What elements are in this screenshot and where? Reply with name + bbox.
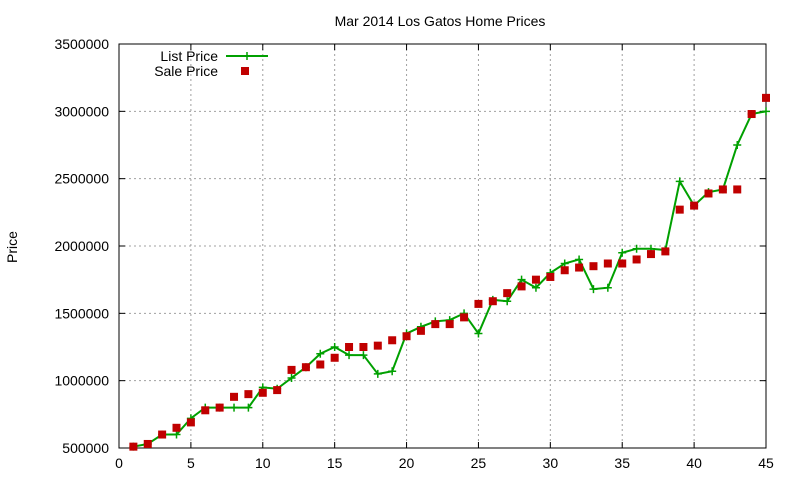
series-layer bbox=[129, 93, 770, 451]
list-price-point bbox=[675, 177, 684, 186]
sale-price-point bbox=[646, 250, 655, 259]
y-tick-label: 1500000 bbox=[54, 305, 109, 321]
chart-title: Mar 2014 Los Gatos Home Prices bbox=[335, 13, 546, 29]
sale-price-point bbox=[589, 262, 598, 271]
sale-price-point bbox=[517, 282, 526, 291]
x-tick-label: 40 bbox=[686, 455, 702, 471]
x-tick-label: 15 bbox=[327, 455, 343, 471]
list-price-point bbox=[359, 351, 368, 360]
sale-price-point bbox=[345, 343, 354, 351]
list-price-point bbox=[373, 369, 382, 378]
sale-price-point bbox=[402, 332, 411, 341]
list-price-point bbox=[603, 283, 612, 292]
sale-price-point bbox=[474, 299, 483, 308]
list-price-point bbox=[517, 275, 526, 284]
sale-price-point bbox=[460, 313, 469, 322]
sale-price-point bbox=[230, 392, 239, 401]
list-price-point bbox=[316, 349, 325, 358]
list-price-point bbox=[244, 403, 253, 412]
sale-price-point bbox=[416, 326, 425, 335]
sale-price-point bbox=[632, 255, 641, 264]
legend-label-sale-price: Sale Price bbox=[154, 63, 218, 79]
list-price-point bbox=[560, 259, 569, 268]
sale-price-point bbox=[431, 320, 440, 329]
grid-lines bbox=[119, 44, 766, 448]
list-price-point bbox=[762, 107, 770, 116]
sale-price-point bbox=[129, 442, 138, 451]
list-price-point bbox=[330, 343, 339, 351]
y-tick-label: 2000000 bbox=[54, 238, 109, 254]
sale-price-point bbox=[158, 430, 167, 439]
list-price-point bbox=[474, 329, 483, 338]
y-tick-label: 500000 bbox=[62, 440, 109, 456]
sale-price-point bbox=[445, 320, 454, 329]
sale-price-point bbox=[215, 403, 224, 412]
x-tick-label: 20 bbox=[399, 455, 415, 471]
sale-price-point bbox=[316, 360, 325, 369]
list-price-point bbox=[172, 430, 181, 439]
x-tick-label: 0 bbox=[115, 455, 123, 471]
list-price-point bbox=[230, 403, 239, 412]
x-tick-label: 5 bbox=[187, 455, 195, 471]
sale-price-point bbox=[762, 93, 770, 102]
y-tick-label: 3500000 bbox=[54, 36, 109, 52]
axis-ticks: 0 5 10 15 20 25 30 35 40 45 500000 1000000 1500000 20… bbox=[54, 36, 774, 471]
list-price-point bbox=[531, 283, 540, 292]
sale-price-point bbox=[704, 189, 713, 198]
legend-marker-list-price bbox=[243, 52, 251, 60]
sale-price-point bbox=[373, 341, 382, 350]
sale-price-point bbox=[575, 263, 584, 272]
sale-price-point bbox=[675, 205, 684, 214]
list-price-point bbox=[632, 244, 641, 253]
sale-price-point bbox=[603, 259, 612, 268]
sale-price-point bbox=[273, 386, 282, 395]
sale-price-point bbox=[531, 275, 540, 284]
y-axis-label: Price bbox=[4, 231, 20, 263]
list-price-point bbox=[503, 297, 512, 306]
sale-price-point bbox=[172, 423, 181, 432]
sale-price-point bbox=[143, 439, 152, 448]
list-price-point bbox=[388, 367, 397, 376]
sale-price-point bbox=[503, 289, 512, 298]
list-price-point bbox=[618, 248, 627, 257]
sale-price-point bbox=[618, 259, 627, 268]
x-tick-label: 35 bbox=[614, 455, 630, 471]
x-tick-label: 10 bbox=[255, 455, 271, 471]
sale-price-point bbox=[287, 365, 296, 374]
sale-price-point bbox=[661, 247, 670, 256]
sale-price-point bbox=[201, 406, 210, 415]
x-tick-label: 25 bbox=[471, 455, 487, 471]
x-tick-label: 45 bbox=[758, 455, 774, 471]
sale-price-point bbox=[359, 343, 368, 351]
list-price-point bbox=[733, 141, 742, 149]
legend: List Price Sale Price bbox=[154, 48, 268, 79]
sale-price-point bbox=[244, 390, 253, 399]
list-price-point bbox=[287, 373, 296, 382]
x-tick-label: 30 bbox=[543, 455, 559, 471]
sale-price-point bbox=[388, 336, 397, 345]
sale-price-point bbox=[186, 418, 195, 427]
sale-price-point bbox=[258, 388, 267, 397]
legend-marker-sale-price bbox=[241, 67, 249, 75]
sale-price-point bbox=[690, 201, 699, 210]
sale-price-point bbox=[301, 363, 310, 372]
y-tick-label: 1000000 bbox=[54, 373, 109, 389]
y-tick-label: 2500000 bbox=[54, 171, 109, 187]
list-price-point bbox=[575, 255, 584, 264]
list-price-point bbox=[345, 351, 354, 360]
sale-price-point bbox=[560, 266, 569, 275]
sale-price-point bbox=[733, 185, 742, 194]
sale-price-point bbox=[718, 185, 727, 194]
y-tick-label: 3000000 bbox=[54, 103, 109, 119]
sale-price-point bbox=[747, 110, 756, 119]
sale-price-point bbox=[546, 272, 555, 281]
list-price-point bbox=[589, 285, 598, 294]
legend-label-list-price: List Price bbox=[160, 48, 218, 64]
sale-price-point bbox=[330, 353, 339, 362]
sale-price-point bbox=[488, 297, 497, 306]
